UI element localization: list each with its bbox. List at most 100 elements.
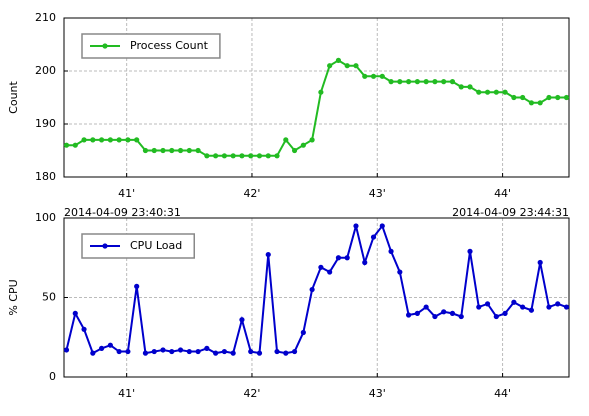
data-point (388, 79, 394, 85)
data-point (406, 79, 412, 85)
data-point (397, 269, 403, 275)
data-point (107, 342, 113, 348)
data-point (318, 89, 324, 95)
data-point (274, 348, 280, 355)
data-point (379, 73, 385, 79)
data-point (502, 89, 508, 95)
legend-label: CPU Load (130, 239, 182, 252)
data-point (213, 153, 219, 159)
data-point (291, 147, 298, 154)
data-point (142, 147, 149, 154)
x-tick-label: 44' (494, 387, 511, 400)
data-point (528, 307, 535, 313)
data-point (327, 63, 333, 69)
data-point (520, 94, 526, 101)
data-point (458, 84, 464, 90)
x-tick-label: 43' (369, 387, 386, 400)
y-tick-label: 210 (35, 11, 56, 24)
data-point (493, 313, 499, 320)
data-point (449, 310, 456, 316)
data-point (116, 348, 122, 355)
data-point (186, 348, 192, 355)
data-point (362, 259, 368, 266)
data-point (160, 147, 166, 154)
data-point (256, 153, 263, 159)
data-point (520, 304, 526, 310)
data-point (98, 137, 105, 143)
data-point (370, 234, 377, 240)
data-point (72, 142, 78, 148)
data-point (537, 259, 543, 266)
data-point (283, 350, 289, 356)
data-point (467, 84, 473, 90)
data-point (476, 89, 482, 95)
data-point (283, 137, 289, 143)
data-point (107, 137, 113, 143)
y-tick-label: 100 (35, 211, 56, 224)
data-point (230, 153, 236, 159)
legend-marker (102, 243, 108, 249)
data-point (195, 348, 201, 355)
x-tick-label: 42' (243, 187, 260, 200)
data-point (397, 79, 403, 85)
data-point (63, 347, 70, 353)
data-point (476, 304, 482, 310)
x-tick-label: 41' (118, 387, 135, 400)
data-point (502, 310, 508, 316)
data-point (563, 304, 570, 310)
data-point (248, 348, 254, 355)
time-annotation: 2014-04-09 23:40:31 (64, 206, 181, 219)
data-point (555, 94, 561, 101)
data-point (291, 348, 298, 355)
plot-frame (63, 217, 570, 378)
data-point (327, 269, 333, 275)
data-point (423, 304, 429, 310)
data-point (423, 79, 429, 85)
legend-marker (102, 43, 108, 49)
legend-label: Process Count (130, 39, 209, 52)
data-point (125, 348, 131, 355)
data-point (239, 153, 245, 159)
data-point (546, 94, 552, 101)
data-point (344, 63, 350, 69)
data-point (265, 251, 271, 258)
data-point (169, 147, 175, 154)
data-point (90, 137, 96, 143)
x-tick-label: 43' (369, 187, 386, 200)
data-point (265, 153, 271, 159)
y-tick-label: 180 (35, 170, 56, 183)
data-point (414, 310, 420, 316)
data-point (493, 89, 499, 95)
y-axis-label: Count (7, 80, 20, 113)
data-point (388, 248, 394, 254)
data-point (134, 137, 140, 143)
data-point (160, 347, 166, 353)
data-point (511, 299, 517, 305)
data-point (248, 153, 254, 159)
data-point (116, 137, 122, 143)
data-point (555, 301, 561, 307)
data-point (125, 137, 131, 143)
data-point (335, 255, 342, 261)
x-tick-label: 41' (118, 187, 135, 200)
data-point (221, 153, 227, 159)
data-point (134, 283, 140, 289)
data-point (432, 313, 438, 320)
data-point (151, 147, 157, 154)
time-annotation: 2014-04-09 23:44:31 (452, 206, 569, 219)
data-point (221, 348, 227, 355)
data-point (230, 350, 236, 356)
data-point (467, 248, 473, 254)
data-point (256, 350, 263, 356)
data-point (81, 326, 87, 332)
data-point (177, 347, 184, 353)
data-point (441, 79, 447, 85)
data-point (169, 348, 175, 355)
data-point (300, 142, 306, 148)
data-point (458, 313, 464, 320)
data-point (528, 100, 535, 106)
data-point (441, 309, 447, 315)
data-point (239, 317, 245, 323)
data-point (142, 350, 149, 356)
